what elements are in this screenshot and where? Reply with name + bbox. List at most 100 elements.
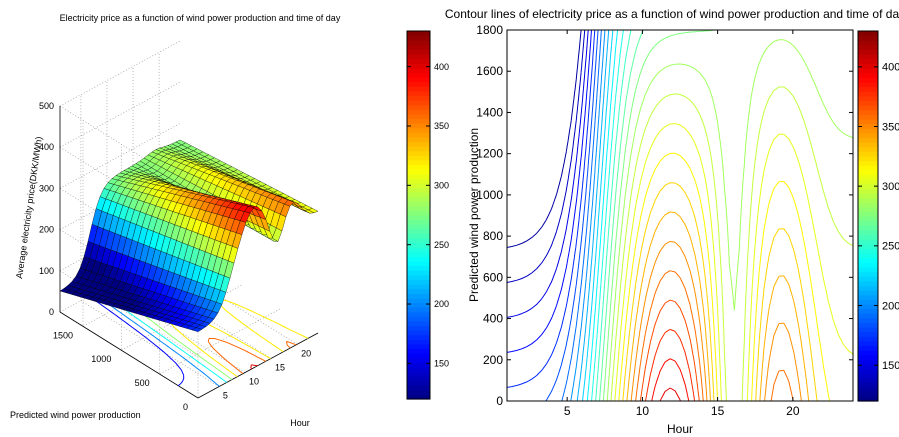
surface-colorbar-swatch [407,242,430,248]
surface-colorbar-swatch [407,316,430,322]
contour-line [507,30,586,283]
surface-colorbar-swatch [407,293,430,299]
contour-colorbar-swatch [858,86,878,92]
surface-floor-contour [207,337,297,375]
surface-colorbar-swatch [407,334,430,340]
contour-colorbar-swatch [858,72,878,78]
contour-line [561,30,602,401]
contour-colorbar-swatch [858,137,878,143]
contour-colorbar-swatch [858,299,878,305]
contour-colorbar-swatch [858,216,878,222]
surface-colorbar-swatch [407,187,430,193]
contour-colorbar-swatch [858,192,878,199]
contour-colorbar-swatch [858,336,878,342]
surface-colorbar-swatch [407,146,430,152]
contour-colorbar-swatch [858,354,878,360]
surface-colorbar-frame [406,30,431,400]
surface-colorbar-swatch [407,348,430,354]
surface-colorbar-swatch [407,86,430,92]
surface-colorbar-swatch [407,339,430,345]
surface-colorbar-tick-label: 350 [434,121,449,131]
contour-line [622,182,818,401]
surface-x-tick-label: 10 [249,377,259,387]
contour-line [576,30,610,401]
contour-colorbar-swatch [858,68,878,74]
contour-colorbar-swatch [858,271,878,277]
contour-colorbar-swatch [858,183,878,189]
surface-ylabel: Predicted wind power production [10,410,141,420]
contour-colorbar-swatch [858,118,878,125]
surface-colorbar-swatch [407,353,430,359]
contour-colorbar-swatch [858,350,878,356]
contour-colorbar-swatch [858,95,878,101]
contour-colorbar-swatch [858,294,878,300]
surface-colorbar-swatch [407,173,430,179]
surface-colorbar-swatch [407,132,430,138]
contour-chart: Contour lines of electricity price as a … [445,7,899,436]
surface-x-tick-label: 15 [275,362,285,372]
contour-colorbar-swatch [858,165,878,171]
surface-colorbar-swatch [407,118,430,124]
surface-grid-line [59,40,181,107]
contour-colorbar-swatch [858,49,878,55]
contour-line [586,30,619,401]
contour-colorbar-swatch [858,253,878,259]
surface-colorbar-swatch [407,40,430,46]
surface-zlabel: Average electricity price(DKK/MWh) [14,136,44,279]
surface-colorbar-swatch [407,77,430,83]
surface-z-tick-label: 0 [49,307,54,317]
surface-z-tick-label: 200 [39,225,54,235]
contour-colorbar-swatch [858,128,878,134]
surface-colorbar-swatch [407,67,430,73]
surface-colorbar-swatch [407,90,430,96]
surface-colorbar-swatch [407,201,430,207]
surface-colorbar-swatch [407,123,430,129]
contour-y-tick-label: 200 [483,353,503,367]
contour-colorbar-swatch [858,35,878,41]
contour-colorbar-swatch [858,285,878,291]
contour-colorbar-swatch [858,77,878,83]
surface-colorbar-swatch [407,169,430,175]
surface-colorbar-swatch [407,81,430,87]
surface-colorbar-swatch [407,362,430,368]
contour-colorbar-swatch [858,81,878,88]
surface-colorbar-swatch [407,311,430,317]
contour-colorbar-swatch [858,91,878,97]
surface-colorbar-swatch [407,127,430,133]
contour-line [507,30,596,388]
contour-colorbar: 150 200 250 300 350 400 [857,30,899,402]
contour-colorbar-swatch [858,188,878,194]
contour-line [651,358,690,401]
contour-y-tick-label: 1800 [476,23,503,37]
contour-line [626,211,810,401]
surface-chart-title: Electricity price as a function of wind … [60,13,341,23]
surface-colorbar-swatch [407,196,430,202]
surface-colorbar-swatch [407,54,430,60]
surface-x-axis [197,332,319,399]
surface-colorbar-tick-label: 400 [434,62,449,72]
contour-colorbar-swatch [858,345,878,351]
contour-colorbar-swatch [858,327,878,333]
surface-colorbar-swatch [407,288,430,294]
contour-colorbar-swatch [858,105,878,111]
contour-colorbar-swatch [858,179,878,185]
surface-colorbar-swatch [407,297,430,303]
surface-colorbar-tick-label: 250 [434,240,449,250]
surface-colorbar-swatch [407,44,430,50]
surface-colorbar-swatch [407,224,430,230]
contour-colorbar-tick-label: 300 [882,181,899,193]
surface-colorbar-swatch [407,155,430,161]
surface-y-tick-label: 500 [135,378,150,388]
surface-colorbar-swatch [407,261,430,267]
contour-colorbar-swatch [858,331,878,337]
surface-grid-line [80,94,220,387]
contour-colorbar-swatch [858,58,878,64]
contour-colorbar-swatch [858,169,878,175]
contour-line [614,123,853,401]
contour-colorbar-swatch [858,387,878,393]
surface-colorbar-swatch [407,72,430,78]
contour-colorbar-tick-label: 400 [882,62,899,74]
surface-colorbar-swatch [407,366,430,372]
surface-y-tick-label: 1000 [91,354,111,364]
